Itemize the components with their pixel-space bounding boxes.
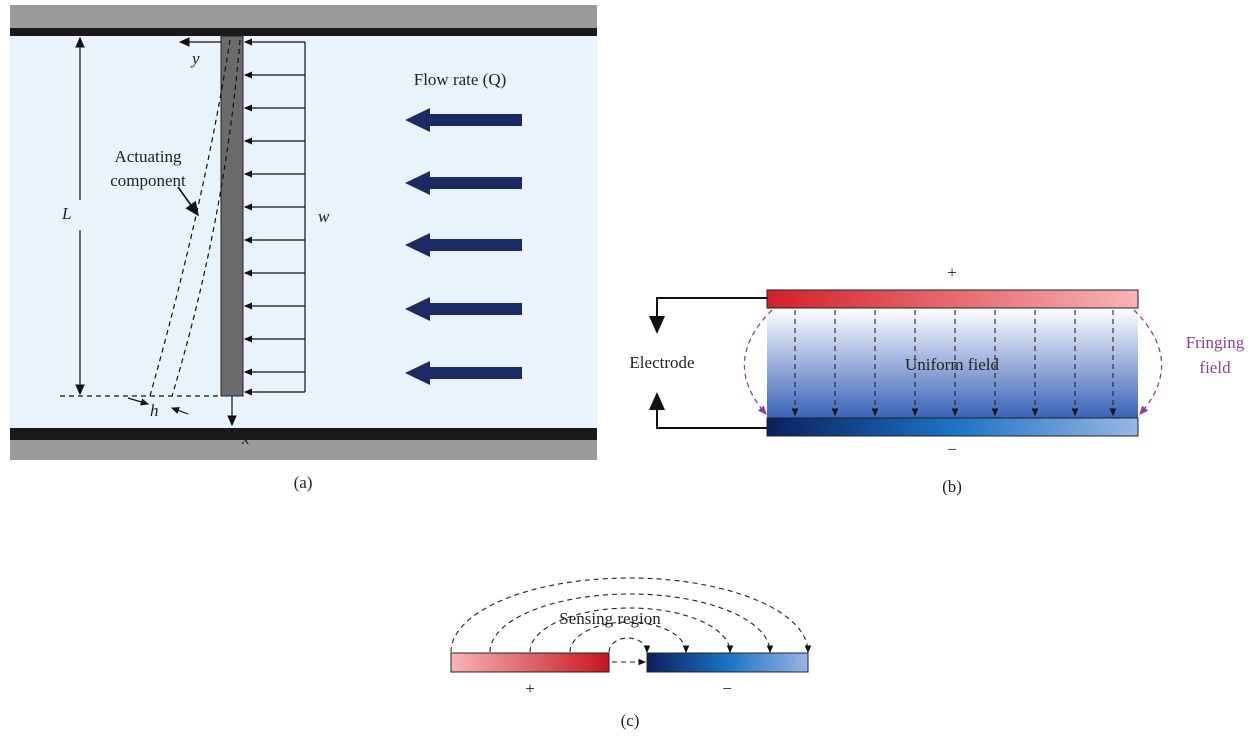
top-sign: +: [947, 263, 957, 282]
left-sign: +: [525, 679, 535, 698]
panel-c: Sensing region + − (c): [451, 578, 808, 730]
label-y: y: [190, 49, 200, 68]
flow-label: Flow rate (Q): [414, 70, 507, 89]
bottom-sign: −: [947, 440, 957, 459]
label-h: h: [150, 401, 159, 420]
fringing-label: Fringing: [1186, 333, 1245, 352]
panel-b: + − Electrode Uniform field Fringing fie…: [629, 263, 1244, 496]
caption: (b): [942, 477, 962, 496]
label-w: w: [318, 207, 330, 226]
label-x: x: [241, 429, 250, 448]
panel-a: y x L w h Actuating component Flow rate …: [10, 5, 597, 492]
electrode-label: Electrode: [629, 353, 694, 372]
uniform-label: Uniform field: [905, 355, 999, 374]
right-sign: −: [722, 679, 732, 698]
figure: y x L w h Actuating component Flow rate …: [0, 0, 1260, 740]
region-label: Sensing region: [559, 609, 661, 628]
caption: (c): [621, 711, 640, 730]
caption: (a): [294, 473, 313, 492]
fringing-label: field: [1199, 358, 1231, 377]
label-l: L: [61, 204, 71, 223]
component-label: Actuating: [114, 147, 182, 166]
component-label: component: [110, 171, 186, 190]
